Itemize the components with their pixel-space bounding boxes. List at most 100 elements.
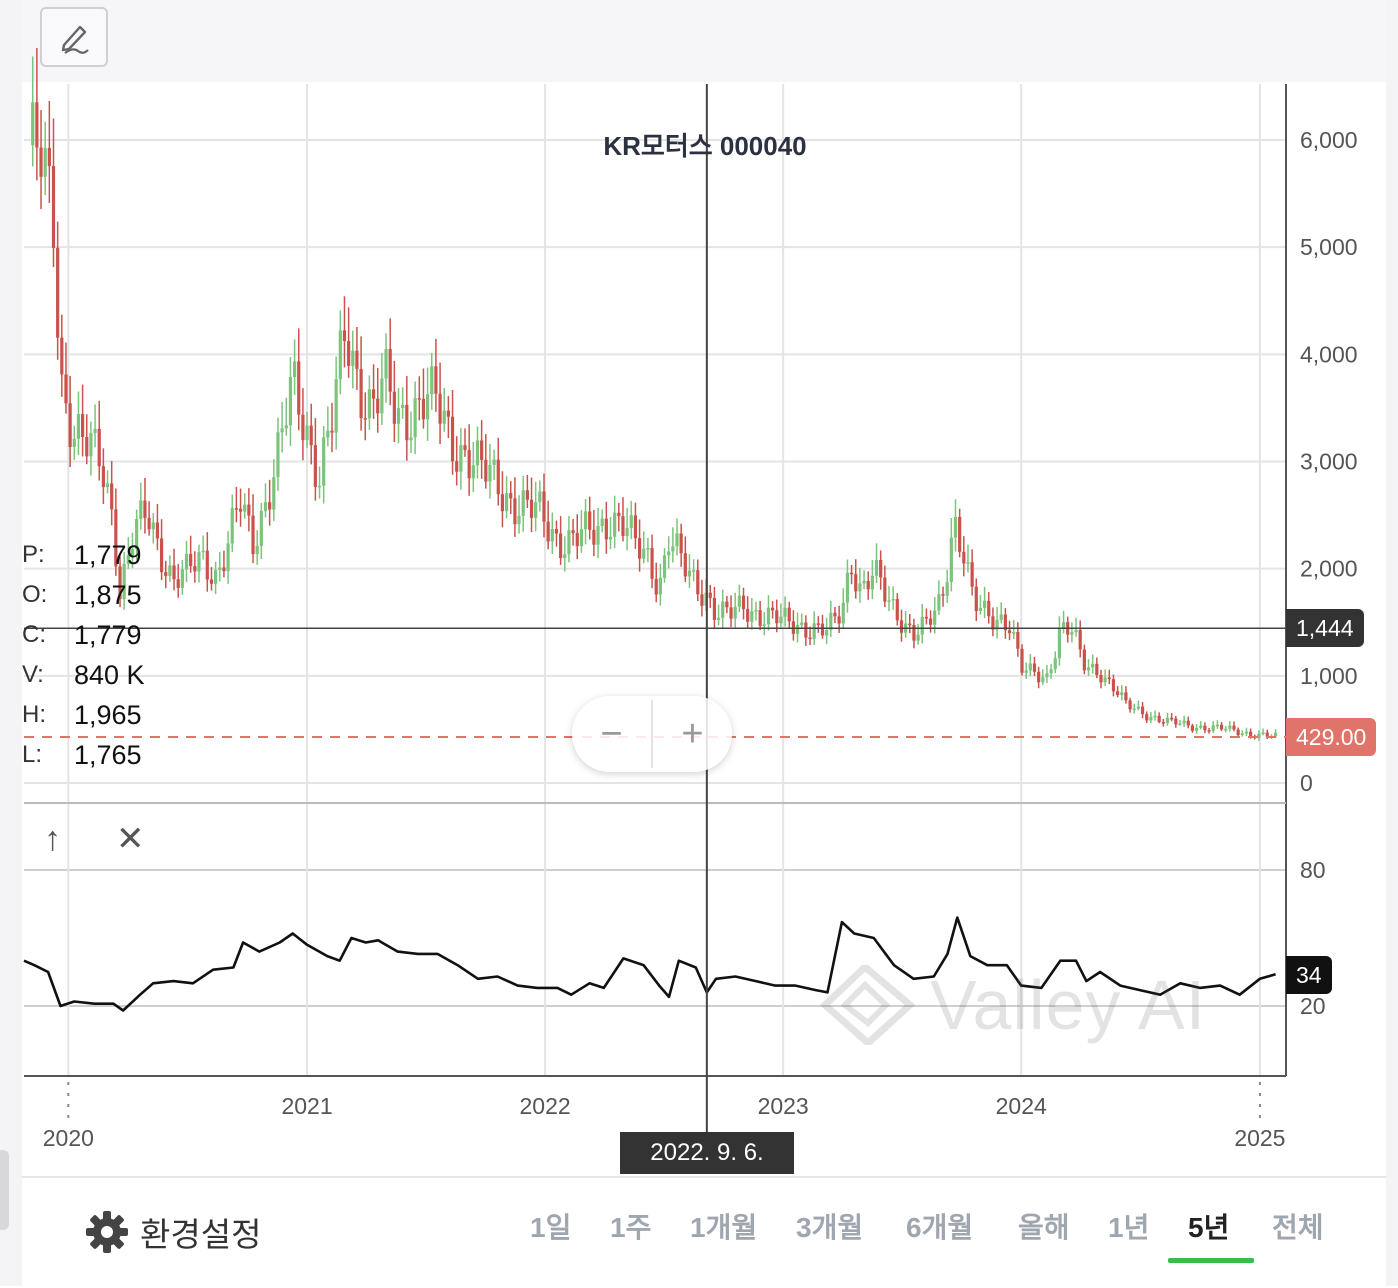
candle-body bbox=[500, 494, 505, 512]
range-button-1d[interactable]: 1일 bbox=[530, 1212, 572, 1243]
candle-body bbox=[297, 361, 301, 415]
candle-body bbox=[43, 147, 47, 177]
crosshair-price-tag: 1,444 bbox=[1286, 609, 1364, 648]
candle-body bbox=[1041, 677, 1045, 683]
candle-body bbox=[1020, 648, 1024, 673]
candle-body bbox=[367, 389, 372, 419]
candle-body bbox=[193, 566, 197, 572]
candle-body bbox=[342, 330, 347, 342]
active-range-underline bbox=[1168, 1258, 1254, 1263]
candle-body bbox=[525, 490, 529, 500]
ohlc-key: H: bbox=[22, 701, 46, 728]
price-chart[interactable]: 01,0002,0003,0004,0005,0006,000802020202… bbox=[0, 0, 1398, 1176]
candle-body bbox=[804, 622, 808, 638]
candle-body bbox=[783, 607, 787, 617]
candle-body bbox=[1061, 622, 1066, 629]
candle-body bbox=[197, 552, 201, 572]
x-tick-label: 2021 bbox=[281, 1093, 332, 1119]
candle-body bbox=[434, 366, 438, 394]
y-tick-label: 4,000 bbox=[1300, 341, 1358, 367]
candle-body bbox=[725, 601, 729, 608]
candle-body bbox=[347, 341, 351, 366]
candle-body bbox=[795, 624, 800, 634]
ohlc-row-close: C: 1,779 bbox=[22, 615, 202, 655]
range-bar: 환경설정 1일 1주 1개월 3개월 6개월 올해 1년 5년 전체 bbox=[22, 1176, 1386, 1288]
candle-body bbox=[716, 617, 721, 620]
candle-body bbox=[692, 570, 696, 572]
candle-body bbox=[218, 567, 222, 570]
candle-body bbox=[1045, 673, 1049, 678]
move-panel-up-icon[interactable]: ↑ bbox=[44, 820, 61, 858]
indicator-series bbox=[23, 916, 1276, 1012]
candle-body bbox=[251, 515, 255, 555]
side-drawer-handle[interactable] bbox=[0, 1150, 9, 1230]
candle-body bbox=[1003, 614, 1007, 631]
range-button-1m[interactable]: 1개월 bbox=[690, 1212, 758, 1243]
zoom-in-button[interactable]: + bbox=[681, 712, 704, 755]
candle-body bbox=[280, 428, 284, 433]
candle-body bbox=[1107, 677, 1111, 680]
candle-body bbox=[962, 551, 966, 564]
range-button-1y[interactable]: 1년 bbox=[1108, 1212, 1150, 1243]
candle-body bbox=[81, 414, 85, 437]
candle-body bbox=[978, 607, 983, 612]
candle-body bbox=[629, 515, 633, 528]
candle-body bbox=[1153, 715, 1157, 718]
candle-body bbox=[230, 508, 234, 544]
candle-body bbox=[326, 430, 330, 438]
candle-body bbox=[147, 517, 151, 530]
candle-body bbox=[288, 376, 293, 426]
candle-body bbox=[829, 612, 833, 630]
candle-body bbox=[484, 459, 488, 482]
candle-body bbox=[330, 430, 334, 433]
zoom-out-button[interactable]: − bbox=[600, 712, 623, 755]
range-button-ytd[interactable]: 올해 bbox=[1018, 1212, 1070, 1243]
range-button-3m[interactable]: 3개월 bbox=[796, 1212, 864, 1243]
candle-body bbox=[841, 602, 845, 624]
ohlc-key: L: bbox=[22, 741, 43, 768]
candle-body bbox=[1120, 692, 1124, 696]
candle-body bbox=[401, 404, 405, 409]
candle-body bbox=[247, 504, 251, 516]
settings-button[interactable]: 환경설정 bbox=[84, 1208, 261, 1256]
range-button-5y[interactable]: 5년 bbox=[1188, 1212, 1230, 1243]
range-button-all[interactable]: 전체 bbox=[1272, 1212, 1324, 1243]
candle-body bbox=[613, 512, 617, 537]
candle-body bbox=[654, 578, 658, 595]
candle-body bbox=[1161, 722, 1165, 724]
candle-body bbox=[754, 610, 758, 612]
draw-tool-button[interactable] bbox=[40, 7, 108, 67]
candle-body bbox=[588, 511, 592, 530]
chart-title: KR모터스 000040 bbox=[603, 131, 806, 161]
candle-body bbox=[35, 102, 39, 148]
candle-body bbox=[924, 616, 929, 619]
range-button-1w[interactable]: 1주 bbox=[610, 1212, 652, 1243]
candle-body bbox=[604, 518, 608, 540]
candle-body bbox=[920, 616, 924, 635]
candle-body bbox=[858, 583, 862, 592]
candle-body bbox=[750, 611, 754, 622]
x-tick-label: 2022 bbox=[520, 1093, 571, 1119]
candle-body bbox=[646, 548, 650, 550]
candle-body bbox=[1012, 632, 1016, 634]
close-panel-icon[interactable]: ✕ bbox=[116, 820, 145, 858]
candle-body bbox=[995, 619, 999, 630]
indicator-tick-label: 20 bbox=[1300, 993, 1326, 1019]
candle-body bbox=[538, 491, 542, 503]
candle-body bbox=[542, 491, 546, 522]
ohlc-value: 1,965 bbox=[74, 699, 142, 730]
candle-body bbox=[467, 450, 471, 479]
ohlc-key: V: bbox=[22, 661, 44, 688]
ohlc-key: O: bbox=[22, 581, 48, 608]
candle-body bbox=[509, 493, 513, 499]
candle-body bbox=[105, 483, 110, 488]
range-button-6m[interactable]: 6개월 bbox=[906, 1212, 974, 1243]
candle-body bbox=[1057, 628, 1062, 659]
candle-body bbox=[1136, 706, 1140, 709]
candle-body bbox=[455, 461, 459, 472]
grid-lines bbox=[24, 84, 1286, 1076]
candle-body bbox=[746, 609, 750, 622]
candle-body bbox=[513, 498, 517, 525]
candle-body bbox=[1082, 649, 1086, 671]
candle-body bbox=[488, 465, 492, 482]
